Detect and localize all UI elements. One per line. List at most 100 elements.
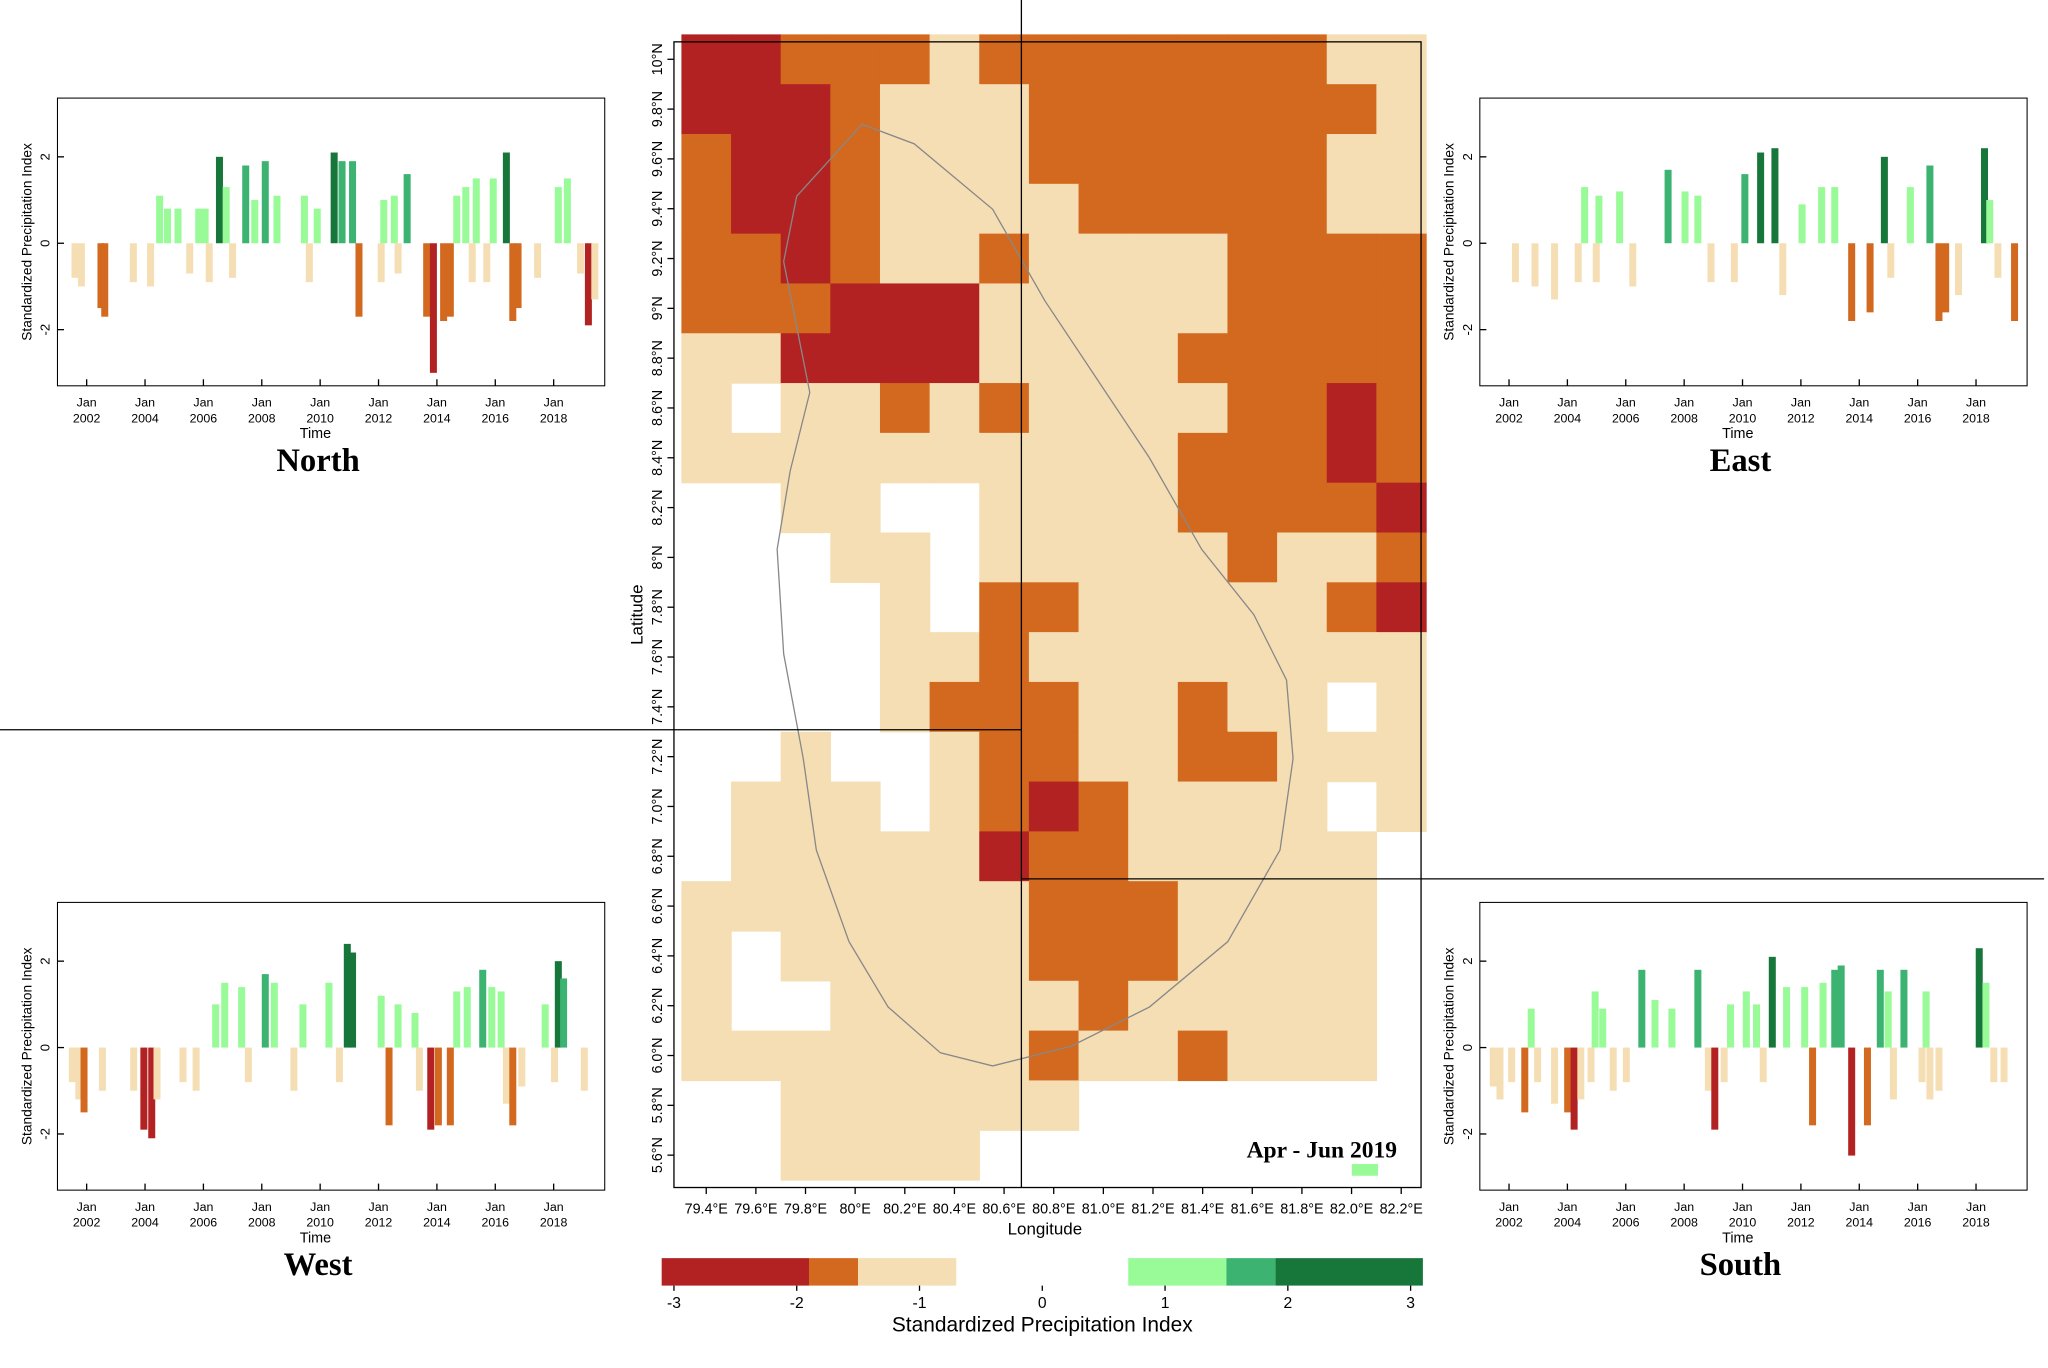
colorbar-segment	[956, 1258, 1129, 1286]
map-cell	[1128, 84, 1179, 135]
bar	[489, 178, 497, 244]
x-tick-label: Jan 2012	[365, 1200, 393, 1230]
bar	[305, 243, 313, 283]
map-cell	[1078, 980, 1129, 1032]
bar	[1887, 243, 1895, 278]
map-cell	[830, 34, 881, 85]
y-tick-label: 8.4°N	[650, 440, 666, 476]
y-tick-label: 6.4°N	[650, 938, 666, 974]
x-tick-label: Jan 2014	[423, 396, 451, 426]
bar	[446, 243, 454, 317]
bar	[1884, 991, 1892, 1048]
map-cell	[731, 34, 782, 85]
map-frame	[673, 41, 1422, 1189]
map-cell	[1277, 681, 1328, 733]
x-tick-label: Jan 2018	[540, 1200, 568, 1230]
x-axis-label: Time	[1722, 1230, 1753, 1246]
x-tick-label: 81.6°E	[1231, 1202, 1274, 1218]
map-cell	[929, 333, 980, 384]
map-cell	[929, 34, 980, 85]
y-tick-label: 0	[38, 1044, 53, 1051]
map-cell	[1028, 582, 1080, 633]
map-cell	[1376, 432, 1427, 484]
colorbar-tick-label: -3	[667, 1295, 681, 1312]
map-cell	[1376, 134, 1427, 185]
x-tick-label: Jan 2016	[481, 396, 509, 426]
bar	[1551, 243, 1559, 300]
x-tick-label: Jan 2014	[423, 1200, 451, 1230]
bar	[1876, 969, 1884, 1048]
map-cell	[780, 432, 831, 484]
y-tick-label: 6.6°N	[650, 888, 666, 924]
map-cell	[879, 1080, 931, 1131]
map-cell	[879, 930, 931, 982]
y-tick-label: 10°N	[650, 43, 666, 75]
map-cell	[1028, 831, 1080, 882]
map-cell	[929, 283, 980, 334]
bar	[1900, 969, 1908, 1048]
bar	[1922, 991, 1930, 1048]
bar	[1521, 1047, 1529, 1113]
map-cell	[1078, 582, 1129, 633]
map-cell	[830, 1030, 881, 1082]
colorbar-tick-label: 1	[1161, 1295, 1170, 1312]
bar	[1818, 187, 1826, 244]
bar	[140, 1047, 148, 1130]
bar	[201, 208, 209, 244]
map-cell	[929, 881, 980, 932]
map-cell	[1376, 482, 1427, 534]
map-cell	[1376, 731, 1427, 783]
y-tick-label: 7.4°N	[650, 689, 666, 725]
x-tick-label: 82.2°E	[1380, 1202, 1423, 1218]
bar	[244, 1047, 252, 1083]
map-cell	[1376, 333, 1427, 384]
map-cell	[1128, 582, 1179, 633]
map-cell	[879, 333, 931, 384]
map-cell	[1277, 831, 1328, 882]
y-axis-label: Standardized Precipitation Index	[19, 143, 34, 341]
bar	[390, 195, 398, 244]
x-tick-label: 80.6°E	[982, 1202, 1025, 1218]
map-cell	[1028, 383, 1080, 434]
map-cell	[1326, 1030, 1378, 1082]
y-tick-label: 8°N	[650, 545, 666, 569]
bar	[1753, 1004, 1761, 1048]
bar	[349, 952, 357, 1048]
bar	[215, 156, 223, 244]
x-tick-label: Jan 2004	[1554, 396, 1582, 426]
bar	[1730, 243, 1738, 283]
map-cell	[1177, 233, 1229, 285]
bar	[377, 243, 385, 283]
x-tick-label: Jan 2002	[1495, 1200, 1523, 1230]
bar	[1704, 1047, 1712, 1091]
bar	[1779, 243, 1787, 296]
x-tick-label: Jan 2018	[1962, 1200, 1990, 1230]
y-tick-label: -2	[38, 1128, 53, 1140]
x-tick-label: Jan 2008	[1670, 1200, 1698, 1230]
map-cell	[1326, 432, 1378, 484]
bar	[195, 208, 203, 244]
colorbar-tick-label: 0	[1038, 1295, 1047, 1312]
y-tick-label: 2	[38, 153, 53, 160]
bar	[1768, 956, 1776, 1048]
map-cell	[1177, 632, 1229, 683]
x-tick-label: Jan 2016	[1904, 1200, 1932, 1230]
x-tick-label: Jan 2006	[1612, 1200, 1640, 1230]
map-cell	[1128, 134, 1179, 185]
map-cell	[830, 84, 881, 135]
map-cell	[1376, 681, 1427, 733]
bar	[427, 1047, 435, 1130]
bar	[98, 1047, 106, 1091]
bar	[1599, 1008, 1607, 1048]
map-cell	[929, 233, 980, 285]
map-cell	[830, 881, 881, 932]
x-tick-label: 79.8°E	[784, 1202, 827, 1218]
map-cell	[1128, 731, 1179, 783]
map-cell	[830, 930, 881, 982]
map-cell	[681, 980, 732, 1032]
x-tick-label: 79.4°E	[685, 1202, 728, 1218]
bar	[434, 1047, 442, 1126]
bar	[541, 1004, 549, 1048]
x-tick-label: 81.8°E	[1280, 1202, 1323, 1218]
y-tick-label: 7.6°N	[650, 639, 666, 675]
